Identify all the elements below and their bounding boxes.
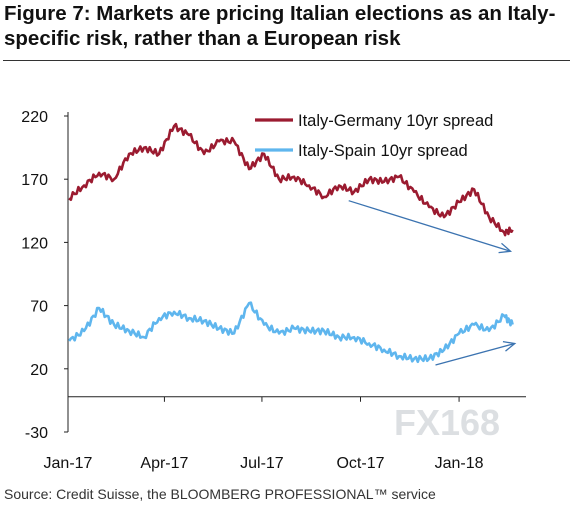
series-line-italy-germany	[68, 122, 514, 237]
x-tick-label: Jul-17	[240, 455, 284, 472]
series-lines	[68, 122, 514, 364]
y-tick-labels: -30 20 70 120 170 220	[21, 109, 48, 442]
legend-label: Italy-Germany 10yr spread	[298, 112, 493, 130]
trend-arrow-head	[498, 242, 513, 254]
watermark-text: FX168	[394, 402, 500, 443]
trend-arrows	[348, 200, 517, 366]
x-tick-label: Jan-17	[44, 455, 93, 472]
source-note: Source: Credit Suisse, the BLOOMBERG PRO…	[4, 486, 436, 502]
x-tick-label: Oct-17	[336, 455, 384, 472]
y-tick-label: -30	[25, 425, 48, 442]
y-tick-label: 120	[21, 235, 48, 252]
trend-arrow-line	[435, 342, 515, 366]
y-tick-label: 220	[21, 109, 48, 126]
trend-arrow-head	[502, 341, 517, 352]
legend: Italy-Germany 10yr spread Italy-Spain 10y…	[255, 112, 493, 160]
y-tick-label: 70	[30, 299, 48, 316]
x-tick-labels: Jan-17 Apr-17 Jul-17 Oct-17 Jan-18	[44, 455, 484, 472]
watermark-logo: FX168	[394, 402, 500, 443]
chart-title: Figure 7: Markets are pricing Italian el…	[4, 2, 556, 50]
y-tick-label: 20	[30, 362, 48, 379]
x-tick-label: Jan-18	[435, 455, 484, 472]
trend-arrow-line	[348, 200, 511, 252]
series-line-italy-spain	[68, 301, 514, 364]
x-tick-label: Apr-17	[140, 455, 188, 472]
title-divider	[3, 60, 570, 61]
chart-axes	[64, 112, 526, 433]
y-tick-label: 170	[21, 172, 48, 189]
legend-label: Italy-Spain 10yr spread	[298, 142, 468, 160]
